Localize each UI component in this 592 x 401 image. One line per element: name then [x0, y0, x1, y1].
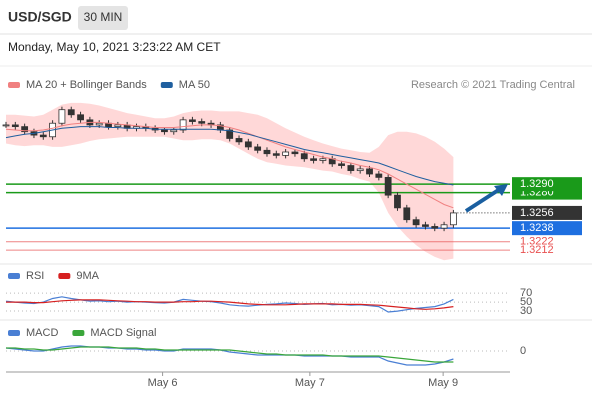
legend-label: MA 50	[179, 79, 210, 91]
candle	[282, 151, 290, 156]
legend-label: MA 20 + Bollinger Bands	[26, 79, 147, 91]
candle	[263, 149, 271, 155]
candle	[179, 119, 187, 131]
price-label-box	[512, 177, 582, 192]
x-tick-label: May 7	[295, 377, 325, 389]
indicator-line	[6, 299, 454, 310]
price-label-box	[512, 205, 582, 220]
candle	[170, 129, 178, 133]
forecast-arrowhead	[494, 184, 508, 196]
candle	[226, 129, 234, 139]
legend-swatch	[72, 330, 85, 336]
candle	[2, 124, 10, 127]
candle	[431, 226, 439, 229]
price-label: 1.3222	[520, 236, 554, 248]
indicator-line	[5, 345, 454, 366]
price-label: 1.3238	[520, 222, 554, 234]
legend-label: MACD	[26, 327, 58, 339]
candle	[254, 146, 262, 151]
price-label: 1.3212	[520, 244, 554, 256]
candle	[347, 165, 355, 172]
legend-swatch	[8, 273, 20, 279]
candle	[291, 151, 299, 155]
forecast-arrow	[464, 187, 502, 213]
legend-label: RSI	[26, 270, 44, 282]
ma-line	[5, 121, 454, 209]
y-tick-label: 50	[520, 296, 532, 308]
timestamp: Monday, May 10, 2021 3:23:22 AM CET	[8, 40, 221, 54]
candle	[95, 122, 103, 126]
candle	[394, 194, 401, 209]
price-label-box	[512, 221, 582, 236]
y-tick-label: 0	[520, 345, 526, 357]
candle	[310, 158, 317, 161]
legend-swatch	[8, 330, 20, 336]
ma-line	[5, 126, 454, 186]
symbol: USD/SGD	[8, 9, 72, 25]
legend-swatch	[160, 82, 173, 88]
candle	[67, 109, 75, 116]
legend-label: 9MA	[76, 270, 99, 282]
legend-label: MACD Signal	[90, 327, 156, 339]
legend-swatch	[58, 273, 71, 279]
candle	[384, 176, 392, 196]
y-tick-label: 30	[520, 305, 532, 317]
candle	[161, 129, 168, 133]
interval-label[interactable]: 30 MIN	[84, 10, 123, 24]
candle	[198, 121, 206, 124]
candle	[58, 109, 66, 124]
interval-button[interactable]	[78, 6, 128, 30]
candle	[449, 212, 457, 226]
candle	[356, 168, 364, 172]
indicator-line	[6, 346, 454, 363]
candle	[11, 124, 19, 128]
candle	[338, 163, 345, 166]
candle	[39, 134, 47, 138]
candle	[366, 168, 373, 175]
candle	[422, 224, 429, 227]
candle	[235, 138, 243, 143]
candle	[272, 153, 280, 156]
x-tick-label: May 9	[428, 377, 458, 389]
price-label: 1.3290	[520, 178, 554, 190]
candle	[300, 153, 308, 160]
legend-swatch	[8, 82, 20, 88]
candle	[244, 141, 252, 148]
candle	[319, 158, 327, 161]
candle	[189, 119, 196, 122]
x-tick-label: May 6	[148, 377, 178, 389]
candle	[403, 207, 411, 221]
price-label: 1.3256	[520, 207, 554, 219]
candle	[412, 219, 420, 226]
candle	[77, 114, 84, 121]
candle	[114, 124, 122, 128]
candle	[440, 224, 448, 229]
candle	[375, 173, 383, 178]
candle	[21, 126, 29, 133]
credit: Research © 2021 Trading Central	[411, 79, 575, 91]
y-tick-label: 70	[520, 287, 532, 299]
